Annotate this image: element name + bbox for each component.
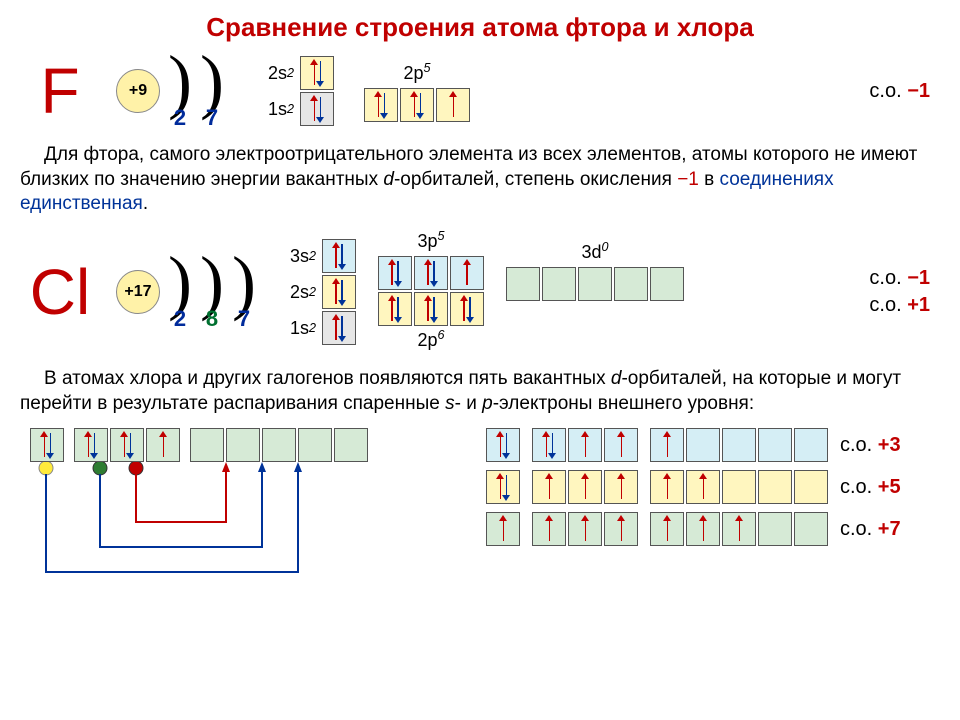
chlorine-shells: )2 )8 )7: [164, 252, 260, 332]
chlorine-nucleus: +17: [116, 270, 160, 314]
left-p: [74, 428, 180, 462]
chlorine-row: Cl +17 )2 )8 )7 3s2 2s2 1s2 3p5 2p6: [20, 229, 940, 355]
shell-num: 7: [206, 105, 218, 131]
cl-oxidation-neg1: с.о. −1: [869, 267, 930, 290]
cl-2p-orbitals: [378, 292, 484, 326]
cl-3d-orbitals: [506, 267, 684, 301]
fluorine-row: F +9 )2 )7 2s2 1s2 2p5 с.о. −1: [20, 51, 940, 131]
cl-3p-orbitals: [378, 256, 484, 290]
cl-s-labels: 3s2 2s2 1s2: [290, 239, 316, 345]
cl-3p-label: 3p5: [417, 229, 444, 252]
shell-num: 2: [174, 105, 186, 131]
so-plus3: с.о. +3: [840, 434, 930, 457]
cl-3d-label: 3d0: [581, 240, 608, 263]
shell-num: 7: [238, 306, 250, 332]
fluorine-nucleus: +9: [116, 69, 160, 113]
so-plus7: с.о. +7: [840, 518, 930, 541]
cl-s-orbitals: [322, 239, 356, 345]
unpairing-block: с.о. +3 с.о. +5: [20, 428, 940, 598]
left-s: [30, 428, 64, 462]
cl-2p-label: 2p6: [417, 328, 444, 351]
shell-num: 2: [174, 306, 186, 332]
page-title: Сравнение строения атома фтора и хлора: [20, 12, 940, 43]
chlorine-symbol: Cl: [20, 255, 100, 329]
f-oxidation-state: с.о. −1: [869, 80, 930, 103]
chlorine-paragraph: В атомах хлора и других галогенов появля…: [20, 367, 940, 416]
fluorine-shells: )2 )7: [164, 51, 228, 131]
cl-oxidation-pos1: с.о. +1: [869, 294, 930, 317]
so-plus5: с.о. +5: [840, 476, 930, 499]
shell-num: 8: [206, 306, 218, 332]
left-d: [190, 428, 368, 462]
f-2p-orbitals: [364, 88, 470, 122]
fluorine-paragraph: Для фтора, самого электроотрицательного …: [20, 143, 940, 217]
unpair-arrows: [30, 462, 430, 622]
f-s-orbitals: [300, 56, 334, 126]
f-2p-label: 2p5: [364, 61, 470, 84]
f-s-labels: 2s2 1s2: [268, 56, 294, 126]
fluorine-symbol: F: [20, 54, 100, 128]
